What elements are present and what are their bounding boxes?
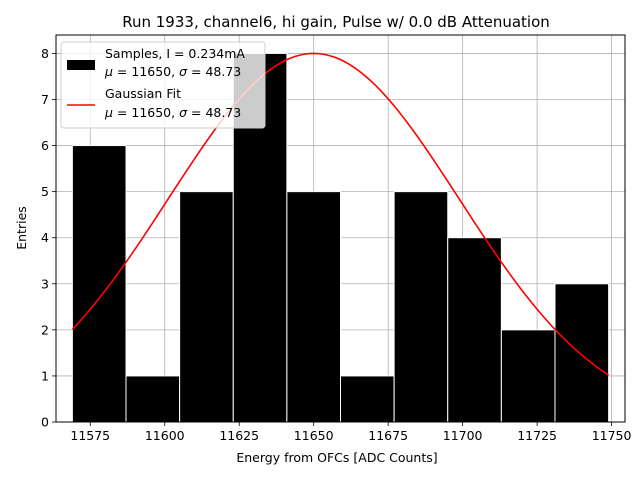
histogram-bar: [340, 375, 395, 423]
x-tick-label: 11625: [219, 428, 259, 443]
x-tick-label: 11575: [70, 428, 110, 443]
plot-frame: [55, 34, 626, 423]
y-axis-ticks: 0 1 2 3 4 5 6 7 8: [41, 46, 56, 430]
y-tick-label: 8: [41, 46, 49, 61]
y-tick-label: 2: [41, 322, 49, 337]
x-axis-label: Energy from OFCs [ADC Counts]: [236, 450, 437, 465]
x-tick-label: 11675: [368, 428, 408, 443]
y-tick-label: 5: [41, 184, 49, 199]
y-tick-label: 6: [41, 138, 49, 153]
histogram-bar: [393, 191, 449, 423]
histogram-bar: [447, 237, 502, 423]
x-axis-ticks: 11575 11600 11625 11650 11675 11700 11725 11750: [70, 422, 632, 443]
histogram-bar: [125, 375, 181, 423]
legend: Samples, I = 0.234mA μ = 11650, σ = 48.7…: [60, 41, 266, 129]
legend-samples-label: Samples, I = 0.234mA: [105, 46, 245, 61]
histogram-bar: [179, 191, 234, 423]
legend-samples-swatch: [67, 60, 95, 70]
y-tick-label: 4: [41, 230, 49, 245]
x-tick-label: 11700: [443, 428, 483, 443]
legend-box: [60, 41, 266, 129]
y-axis-label: Entries: [14, 206, 29, 250]
y-tick-label: 3: [41, 276, 49, 291]
gaussian-fit: [71, 52, 610, 376]
y-tick-label: 1: [41, 368, 49, 383]
histogram-bar: [71, 145, 127, 423]
x-tick-label: 11750: [592, 428, 632, 443]
histogram-bars: [71, 52, 610, 423]
histogram-bar: [554, 283, 610, 423]
x-tick-label: 11600: [145, 428, 185, 443]
y-tick-label: 0: [41, 415, 49, 430]
legend-fit-stats: μ = 11650, σ = 48.73: [104, 105, 241, 120]
legend-fit-label: Gaussian Fit: [105, 86, 181, 101]
histogram-bar: [500, 329, 556, 423]
gaussian-fit-line: [71, 52, 610, 376]
chart-title: Run 1933, channel6, hi gain, Pulse w/ 0.…: [122, 13, 550, 31]
x-tick-label: 11725: [517, 428, 557, 443]
legend-samples-stats: μ = 11650, σ = 48.73: [104, 64, 241, 79]
y-tick-label: 7: [41, 92, 49, 107]
x-tick-label: 11650: [294, 428, 334, 443]
histogram-bar: [286, 191, 341, 423]
